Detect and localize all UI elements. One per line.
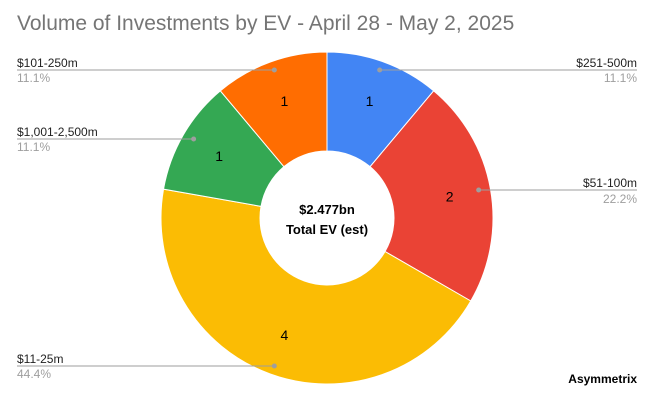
slice-value-label-3: 1 [215, 148, 223, 164]
percent-1001-2500m: 11.1% [17, 140, 51, 154]
slice-2 [160, 188, 472, 385]
callout-dot-2 [271, 363, 277, 369]
label-51-100m: $51-100m [582, 176, 637, 190]
percent-51-100m: 22.2% [602, 192, 637, 206]
percent-101-250m: 11.1% [17, 71, 51, 85]
center-total-value: $2.477bn [299, 202, 355, 217]
percent-11-25m: 44.4% [17, 367, 52, 381]
chart-title: Volume of Investments by EV - April 28 -… [17, 12, 515, 35]
callout-dot-4 [271, 67, 277, 73]
label-101-250m: $101-250m [17, 56, 78, 70]
label-11-25m: $11-25m [17, 352, 64, 366]
slice-value-label-1: 2 [446, 188, 454, 204]
center-total-label: Total EV (est) [285, 222, 369, 237]
callout-dot-1 [476, 187, 482, 193]
slice-value-label-4: 1 [281, 93, 289, 109]
label-1001-2500m: $1,001-2,500m [17, 125, 98, 139]
slice-4 [219, 51, 328, 168]
percent-251-500m: 11.1% [603, 71, 637, 85]
watermark: Asymmetrix [568, 372, 637, 386]
slice-1 [369, 90, 494, 302]
slice-value-label-0: 1 [366, 93, 374, 109]
callout-dot-0 [377, 67, 383, 73]
label-251-500m: $251-500m [576, 56, 637, 70]
slice-value-label-2: 4 [281, 327, 289, 343]
callout-dot-3 [191, 136, 197, 142]
